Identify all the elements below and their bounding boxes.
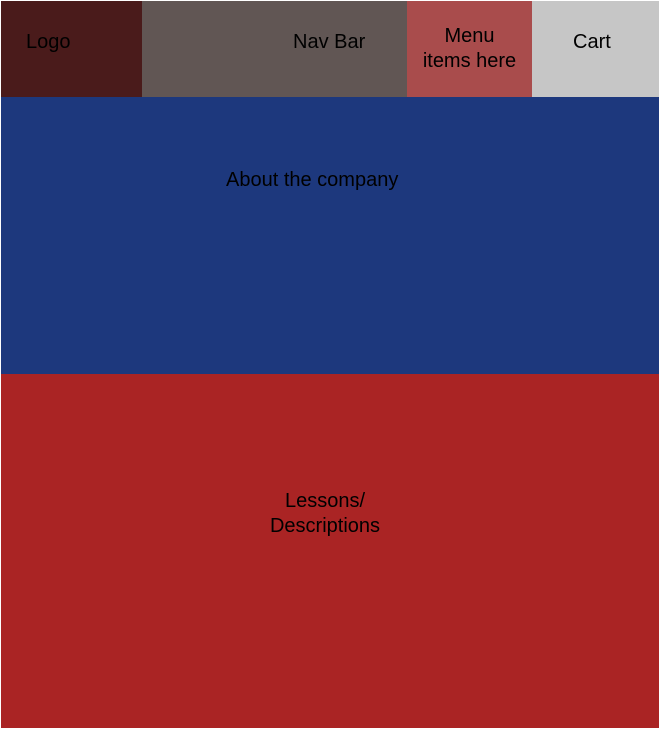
header-bar: Logo Nav Bar Menu items here Cart <box>1 1 661 97</box>
logo-placeholder[interactable]: Logo <box>1 1 142 97</box>
logo-label: Logo <box>26 31 71 53</box>
about-company-label: About the company <box>226 169 399 191</box>
about-company-section: About the company <box>1 97 659 374</box>
menu-items-label: Menu items here <box>422 25 517 72</box>
lessons-descriptions-label: Lessons/ Descriptions <box>269 490 381 537</box>
nav-bar-placeholder[interactable]: Nav Bar <box>142 1 407 97</box>
cart-label: Cart <box>573 31 611 53</box>
lessons-descriptions-section: Lessons/ Descriptions <box>1 374 659 728</box>
nav-bar-label: Nav Bar <box>293 31 366 53</box>
cart-placeholder[interactable]: Cart <box>532 1 659 97</box>
menu-items-placeholder[interactable]: Menu items here <box>407 1 532 97</box>
